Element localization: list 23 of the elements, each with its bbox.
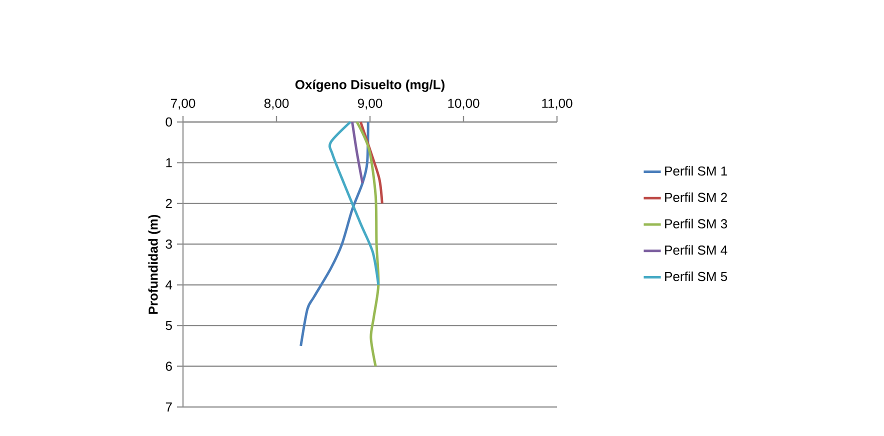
x-tick-label: 8,00	[264, 98, 289, 110]
line-series	[328, 120, 380, 286]
y-tick-label: 1	[166, 158, 172, 168]
legend-label: Perfil SM 5	[665, 272, 728, 282]
x-tick-label: 9,00	[358, 98, 382, 110]
y-tick-label: 4	[166, 280, 172, 290]
legend-label: Perfil SM 3	[665, 218, 728, 228]
x-axis-title: Oxígeno Disuelto (mg/L)	[295, 80, 444, 92]
y-axis-title: Profundidad (m)	[148, 214, 160, 314]
x-tick-label: 10,00	[448, 98, 480, 110]
x-tick-label: 7,00	[171, 98, 196, 110]
line-series	[300, 120, 370, 348]
y-tick-label: 2	[166, 198, 172, 208]
legend-label: Perfil SM 2	[665, 192, 727, 202]
line-series	[356, 120, 380, 368]
y-tick-label: 5	[166, 321, 172, 330]
y-tick-label: 6	[166, 362, 172, 371]
legend-label: Perfil SM 4	[665, 245, 728, 255]
y-tick-label: 3	[166, 240, 172, 249]
y-tick-label: 7	[166, 402, 172, 412]
x-tick-label: 11,00	[542, 98, 572, 110]
legend-label: Perfil SM 1	[665, 166, 727, 176]
y-tick-label: 0	[166, 117, 172, 127]
